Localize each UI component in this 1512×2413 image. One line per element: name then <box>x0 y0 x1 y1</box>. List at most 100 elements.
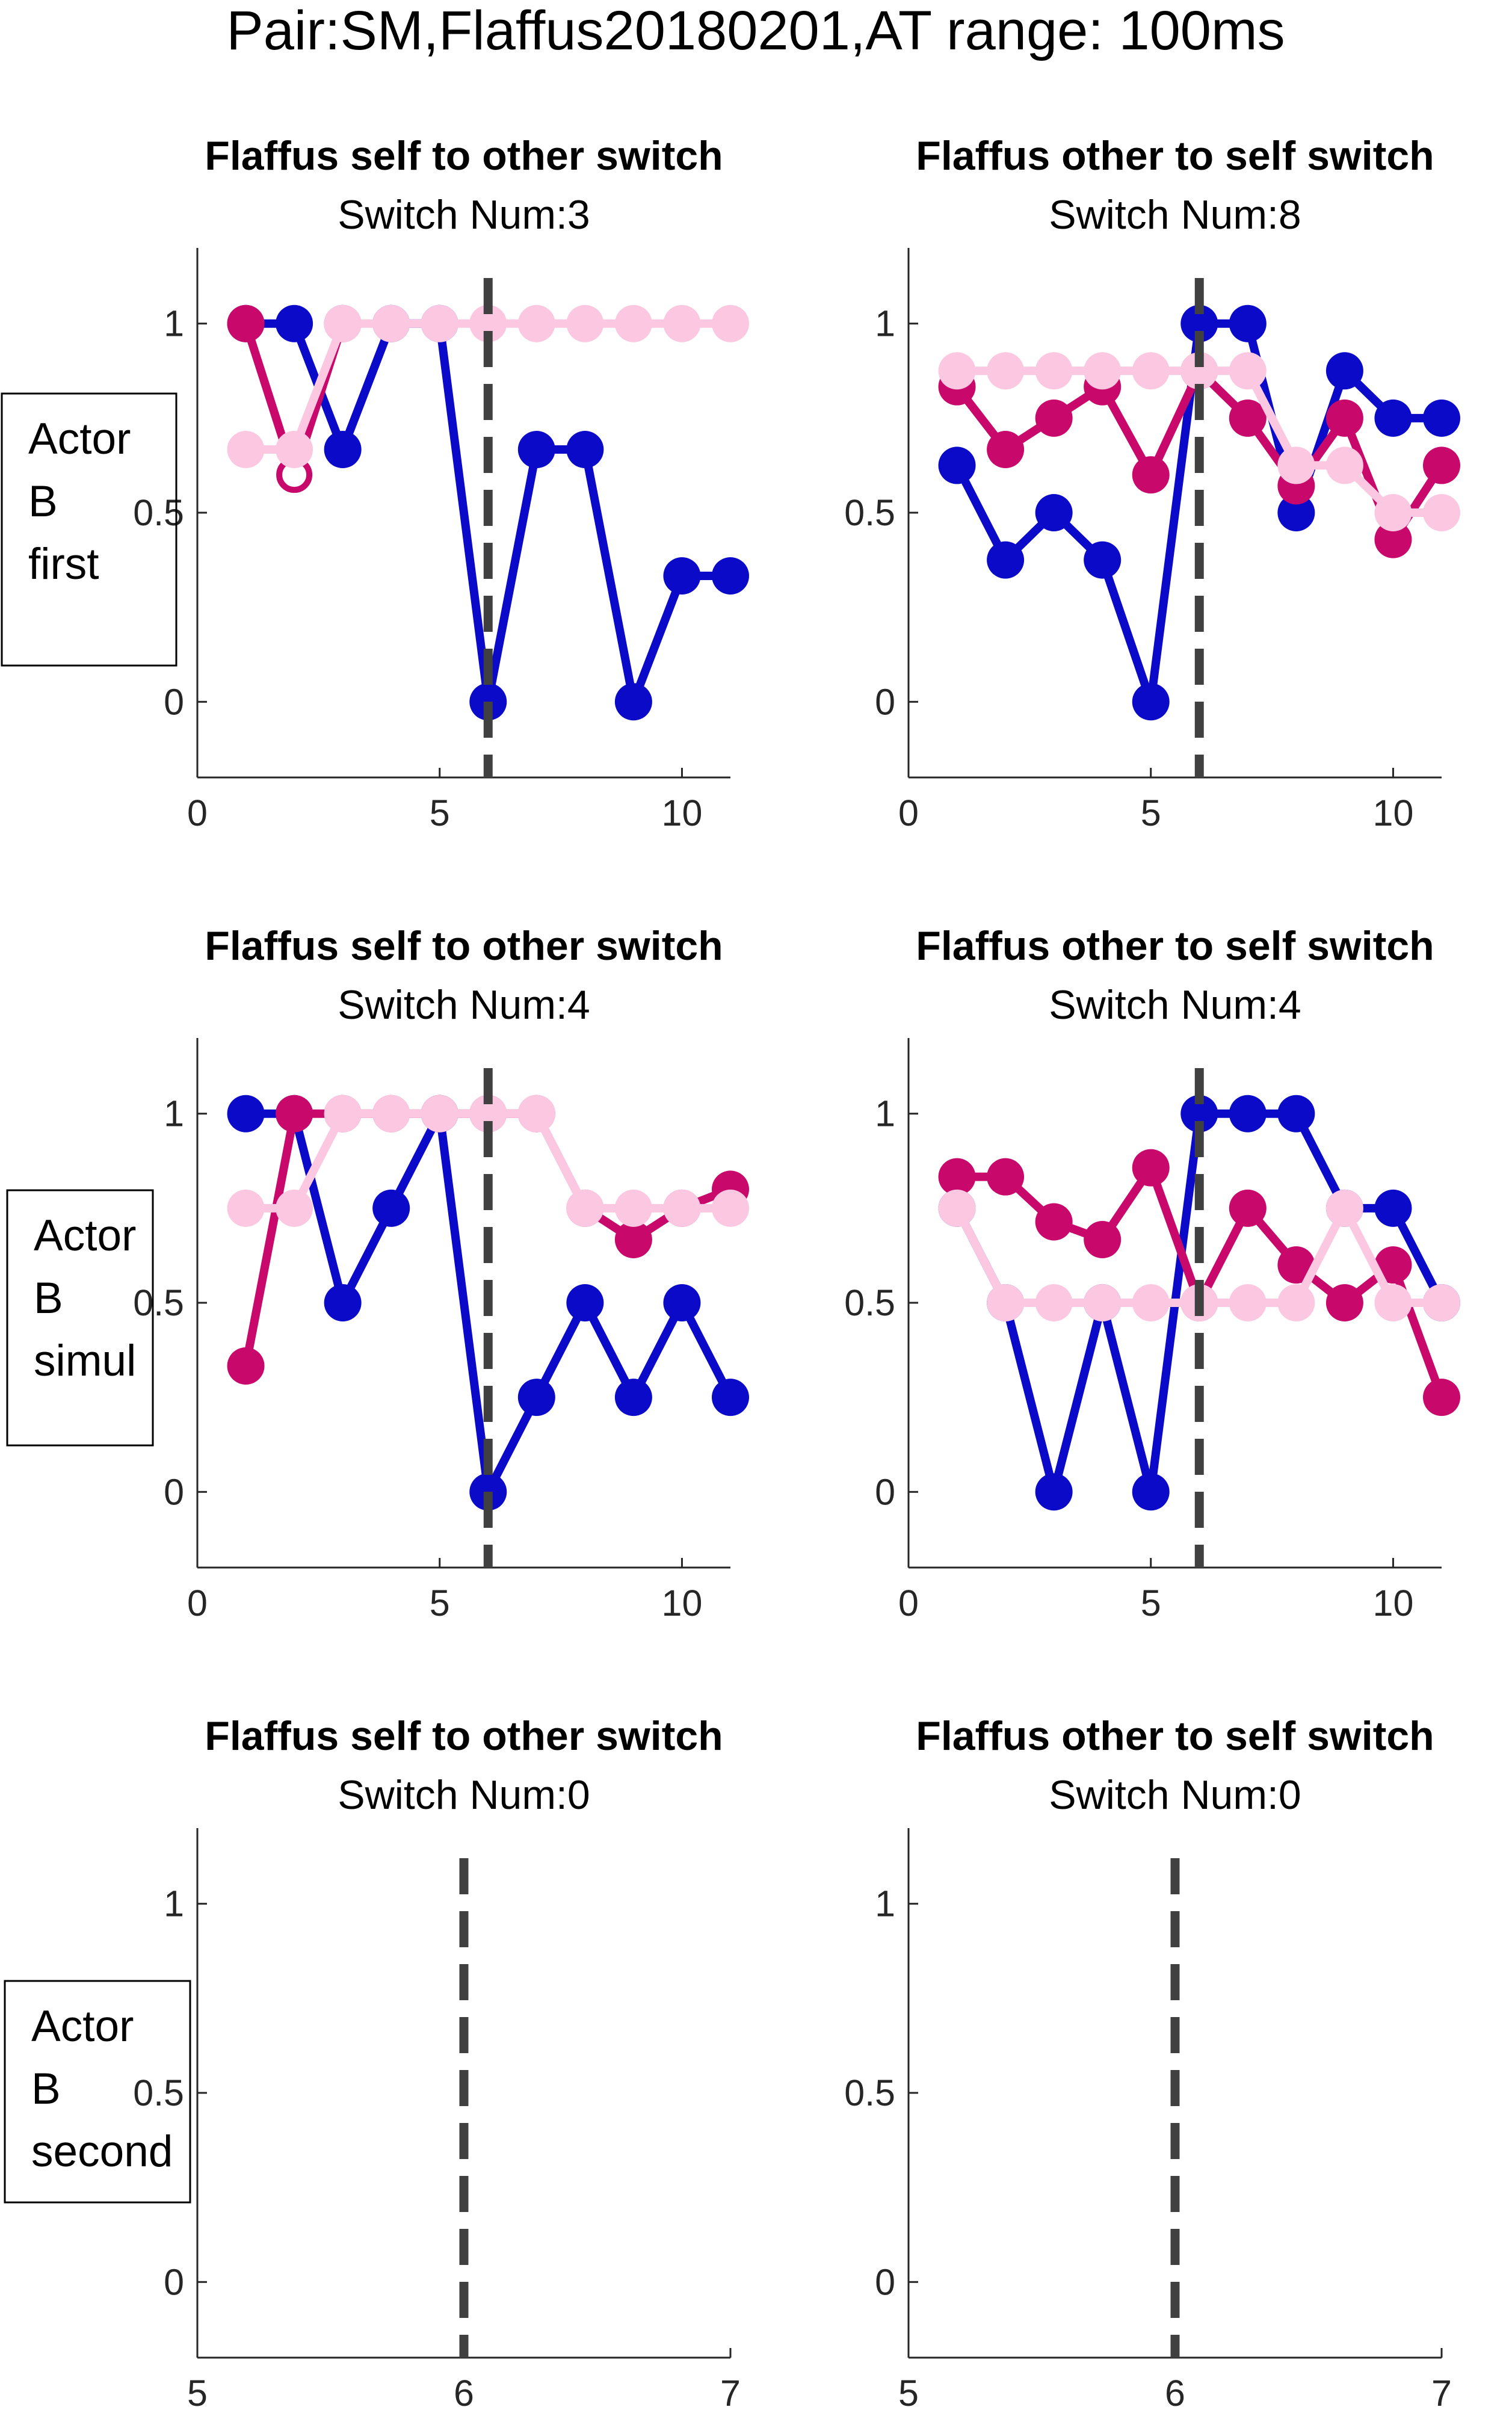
data-point-pink <box>614 1189 652 1227</box>
y-tick-label: 0 <box>164 2261 184 2302</box>
data-point-blue <box>1277 494 1315 531</box>
data-point-blue <box>1325 352 1363 390</box>
data-point-blue <box>1084 541 1122 579</box>
row-label-text: Actor <box>31 2002 134 2051</box>
data-point-magenta <box>1035 399 1073 437</box>
figure-title: Pair:SM,Flaffus20180201,AT range: 100ms <box>226 0 1285 61</box>
data-point-magenta <box>1423 446 1460 484</box>
data-point-blue <box>1229 304 1267 342</box>
data-point-blue <box>566 431 604 469</box>
subplot-title: Flaffus self to other switch <box>205 923 723 969</box>
subplot-2: Flaffus other to self switch Switch Num:8… <box>844 133 1460 833</box>
data-point-blue <box>712 1379 749 1417</box>
subplot-4: Flaffus other to self switch Switch Num:4… <box>844 923 1460 1624</box>
x-tick-label: 6 <box>454 2373 474 2413</box>
y-tick-label: 1 <box>875 1883 895 1924</box>
data-point-pink <box>938 352 976 390</box>
x-tick-label: 7 <box>720 2373 741 2413</box>
data-point-blue <box>987 541 1025 579</box>
data-point-pink <box>276 1189 313 1227</box>
data-point-pink <box>987 352 1025 390</box>
data-point-blue <box>712 557 749 595</box>
x-tick-label: 10 <box>662 792 703 833</box>
data-point-pink <box>1180 352 1218 390</box>
data-point-pink <box>566 1189 604 1227</box>
y-tick-label: 0.5 <box>133 1282 184 1323</box>
data-point-blue <box>663 1284 701 1321</box>
data-point-pink <box>987 1284 1025 1321</box>
y-tick-label: 1 <box>875 1093 895 1134</box>
data-point-pink <box>421 304 458 342</box>
row-label-text: B <box>34 1274 63 1323</box>
y-tick-label: 0.5 <box>844 1282 895 1323</box>
subplot-title: Flaffus other to self switch <box>916 133 1434 179</box>
y-tick-label: 1 <box>164 1883 184 1924</box>
data-point-magenta <box>276 1095 313 1132</box>
y-tick-label: 0.5 <box>844 2072 895 2113</box>
data-point-pink <box>517 1095 555 1132</box>
x-tick-label: 0 <box>187 1583 208 1624</box>
data-point-blue <box>1180 1095 1218 1132</box>
data-point-pink <box>1084 1284 1122 1321</box>
y-tick-label: 0 <box>164 1471 184 1512</box>
row-label-text: B <box>31 2065 61 2113</box>
data-point-blue <box>1180 304 1218 342</box>
row-label-text: B <box>28 477 58 526</box>
data-point-magenta <box>938 1158 976 1196</box>
data-point-pink <box>663 304 701 342</box>
data-point-magenta <box>987 431 1025 469</box>
x-tick-label: 5 <box>1141 792 1161 833</box>
data-point-blue <box>1374 399 1412 437</box>
data-point-blue <box>938 446 976 484</box>
data-point-pink <box>1325 1189 1363 1227</box>
subplot-title: Flaffus other to self switch <box>916 1713 1434 1759</box>
x-tick-label: 5 <box>187 2373 208 2413</box>
data-point-blue <box>1132 1473 1170 1511</box>
y-tick-label: 0.5 <box>133 2072 184 2113</box>
x-tick-label: 5 <box>898 2373 919 2413</box>
subplot-title: Flaffus self to other switch <box>205 133 723 179</box>
y-tick-label: 1 <box>164 1093 184 1134</box>
data-point-pink <box>276 431 313 469</box>
subplot-subtitle: Switch Num:4 <box>338 982 590 1028</box>
x-tick-label: 10 <box>1373 792 1414 833</box>
subplot-subtitle: Switch Num:4 <box>1049 982 1301 1028</box>
data-point-pink <box>1229 1284 1267 1321</box>
x-tick-label: 10 <box>1373 1583 1414 1624</box>
data-point-pink <box>566 304 604 342</box>
data-point-magenta <box>987 1158 1025 1196</box>
x-tick-label: 6 <box>1165 2373 1185 2413</box>
data-point-pink <box>1423 1284 1460 1321</box>
data-point-magenta <box>1084 1221 1122 1259</box>
data-point-blue <box>1423 399 1460 437</box>
data-point-pink <box>614 304 652 342</box>
data-point-pink <box>324 1095 362 1132</box>
x-tick-label: 10 <box>662 1583 703 1624</box>
data-point-blue <box>276 304 313 342</box>
data-point-pink <box>938 1189 976 1227</box>
data-point-pink <box>1325 446 1363 484</box>
row-label-text: simul <box>34 1336 136 1385</box>
data-point-blue <box>1277 1095 1315 1132</box>
row-label-text: second <box>31 2127 173 2176</box>
data-point-pink <box>469 1095 507 1132</box>
data-point-pink <box>372 1095 410 1132</box>
subplot-grid: Flaffus self to other switch Switch Num:3… <box>133 133 1460 2413</box>
data-point-blue <box>1229 1095 1267 1132</box>
subplot-subtitle: Switch Num:3 <box>338 192 590 238</box>
data-point-pink <box>1229 352 1267 390</box>
data-point-blue <box>227 1095 265 1132</box>
row-label-text: Actor <box>34 1211 136 1260</box>
data-point-magenta <box>1374 1246 1412 1284</box>
data-point-pink <box>1132 352 1170 390</box>
data-point-pink <box>1035 352 1073 390</box>
data-point-pink <box>1035 1284 1073 1321</box>
data-point-blue <box>663 557 701 595</box>
data-point-magenta <box>1374 521 1412 558</box>
data-point-magenta <box>1423 1379 1460 1417</box>
data-point-blue <box>324 1284 362 1321</box>
subplot-5: Flaffus self to other switch Switch Num:0… <box>133 1713 741 2413</box>
subplot-subtitle: Switch Num:8 <box>1049 192 1301 238</box>
x-tick-label: 5 <box>1141 1583 1161 1624</box>
